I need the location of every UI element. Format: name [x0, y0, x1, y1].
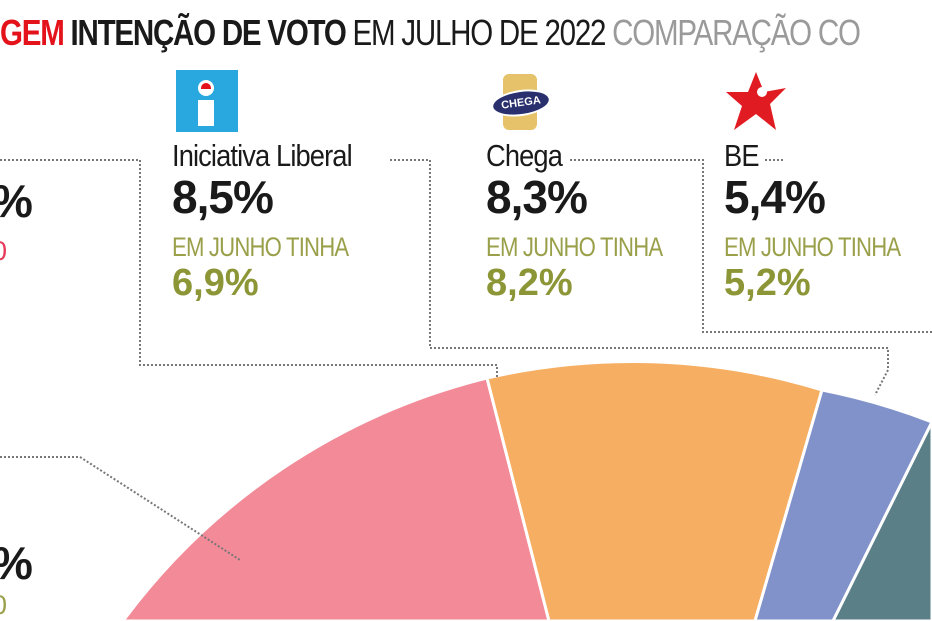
value: % [0, 178, 33, 224]
party-name: Iniciativa Liberal [172, 138, 353, 173]
pie-slice-orange [485, 359, 824, 621]
leader-line-left-bottom [0, 456, 241, 561]
il-logo [176, 70, 238, 132]
party-value: 8,3% [486, 171, 588, 223]
prev-value: 6,9% [172, 262, 259, 304]
chega-logo-text: CHEGA [489, 85, 553, 121]
leader-line-left-top [0, 159, 498, 378]
party-name: Chega [486, 138, 563, 173]
pie-slice-teal [831, 421, 932, 621]
prev-value: 8,2% [486, 262, 573, 304]
prev-label: EM JUNHO TINHA [172, 232, 349, 262]
prev-label: EM JUNHO TINHA [486, 232, 663, 262]
title-red: GEM [0, 12, 65, 53]
title-bold: INTENÇÃO DE VOTO [70, 12, 347, 53]
left-partial-bottom: % 0 [0, 540, 33, 620]
title-comparison: COMPARAÇÃO CO [612, 12, 861, 53]
prev-value: 5,2% [724, 262, 811, 304]
left-partial-top: % 0 [0, 178, 33, 267]
title-date: EM JULHO DE 2022 [352, 12, 607, 53]
party-value: 5,4% [724, 171, 826, 223]
party-value: 8,5% [172, 171, 274, 223]
be-star-logo [726, 70, 788, 132]
party-name: BE [724, 138, 760, 173]
party-il: Iniciativa Liberal 8,5% EM JUNHO TINHA 6… [172, 138, 387, 303]
prev-value: 0 [0, 236, 32, 267]
chega-logo: CHEGA [489, 72, 553, 134]
leader-line-il [390, 159, 889, 396]
pie-slice-pink [121, 376, 551, 621]
chart-title: GEM INTENÇÃO DE VOTO EM JULHO DE 2022 CO… [0, 12, 861, 54]
prev-value: 0 [0, 590, 32, 620]
value: % [0, 540, 33, 586]
party-chega: Chega 8,3% EM JUNHO TINHA 8,2% [486, 138, 701, 303]
prev-label: EM JUNHO TINHA [724, 232, 901, 262]
party-be: BE 5,4% EM JUNHO TINHA 5,2% [724, 138, 932, 303]
